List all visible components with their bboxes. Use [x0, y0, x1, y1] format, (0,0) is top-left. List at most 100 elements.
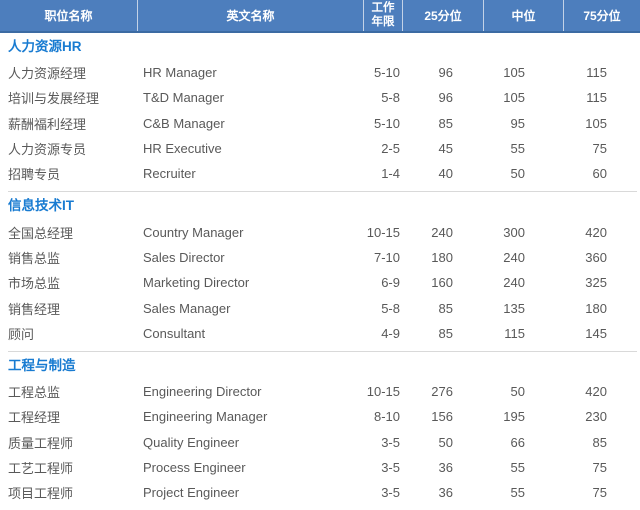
cell-position-en: C&B Manager	[143, 115, 225, 131]
cell-p50: 66	[510, 434, 525, 450]
cell-years: 1-4	[381, 166, 400, 182]
cell-position-cn: 薪酬福利经理	[8, 116, 87, 132]
table-row: 薪酬福利经理 C&B Manager 5-10 85 95 105	[0, 111, 640, 136]
column-header-p50: 中位	[483, 0, 563, 31]
section-separator	[8, 350, 637, 352]
cell-p50: 105	[503, 90, 525, 106]
table-section-2: 信息技术IT 全国总经理 Country Manager 10-15 240 300 420…	[0, 192, 640, 352]
cell-years: 10-15	[366, 224, 400, 240]
column-header-position-cn: 职位名称	[44, 9, 93, 23]
table-row: 培训与发展经理 T&D Manager 5-8 96 105 115	[0, 85, 640, 110]
cell-p25: 36	[438, 460, 453, 475]
table-row: 销售总监 Sales Director 7-10 180 240 360	[0, 245, 640, 270]
cell-years: 8-10	[373, 409, 400, 425]
cell-position-en: Project Engineer	[143, 485, 240, 501]
cell-p50: 240	[503, 249, 525, 265]
cell-position-en: Country Manager	[143, 224, 244, 240]
cell-p50: 95	[510, 115, 525, 131]
cell-p25: 240	[431, 224, 453, 240]
cell-position-cn: 销售总监	[8, 250, 61, 266]
cell-p50: 240	[503, 275, 525, 291]
cell-years: 5-10	[373, 65, 400, 81]
cell-position-cn: 培训与发展经理	[8, 91, 100, 107]
cell-p25: 36	[438, 485, 453, 501]
section-title: 信息技术IT	[8, 198, 74, 214]
cell-position-en: Engineering Director	[143, 384, 262, 400]
cell-p75: 115	[586, 65, 607, 81]
cell-position-en: Sales Director	[143, 249, 225, 265]
table-row: 顾问 Consultant 4-9 85 115 145	[0, 321, 640, 346]
cell-p50: 195	[503, 409, 525, 425]
cell-position-cn: 人力资源专员	[8, 142, 87, 158]
cell-position-en: Consultant	[143, 325, 206, 341]
cell-position-cn: 工程总监	[8, 385, 61, 401]
section-title: 工程与制造	[8, 357, 76, 373]
cell-p25: 85	[438, 115, 453, 131]
cell-years: 2-5	[381, 141, 400, 157]
cell-p50: 50	[510, 384, 525, 400]
cell-p75: 360	[585, 249, 607, 265]
cell-years: 5-10	[373, 115, 400, 131]
table-row: 工程总监 Engineering Director 10-15 276 50 420	[0, 379, 640, 404]
cell-position-en: HR Executive	[143, 141, 222, 157]
section-title: 人力资源HR	[8, 39, 82, 54]
cell-position-cn: 项目工程师	[8, 486, 74, 502]
column-header-p75: 75分位	[563, 0, 640, 31]
table-row: 质量工程师 Quality Engineer 3-5 50 66 85	[0, 430, 640, 455]
cell-p25: 156	[431, 409, 453, 425]
cell-position-en: Process Engineer	[143, 460, 246, 475]
cell-position-cn: 工程经理	[8, 410, 61, 426]
cell-p25: 96	[438, 90, 453, 106]
cell-p25: 276	[431, 384, 453, 400]
cell-p25: 50	[438, 434, 453, 450]
cell-position-cn: 销售经理	[8, 301, 61, 317]
section-separator	[8, 191, 637, 193]
cell-p50: 105	[503, 65, 525, 81]
cell-p50: 115	[504, 325, 525, 341]
cell-p75: 75	[592, 485, 607, 501]
column-header-p25: 25分位	[402, 0, 483, 31]
cell-p50: 135	[503, 300, 525, 316]
column-header-years: 工作 年限	[363, 0, 402, 31]
cell-years: 5-8	[381, 300, 400, 316]
cell-position-cn: 质量工程师	[8, 435, 74, 451]
cell-p75: 420	[585, 384, 607, 400]
column-header-position-en: 英文名称	[137, 0, 363, 31]
table-header-row: 职位名称 英文名称 工作 年限 25分位 中位 75分位	[0, 0, 640, 33]
table-row: 全国总经理 Country Manager 10-15 240 300 420	[0, 219, 640, 244]
cell-p25: 85	[438, 325, 453, 341]
table-row: 工艺工程师 Process Engineer 3-5 36 55 75	[0, 455, 640, 480]
table-row: 招聘专员 Recruiter 1-4 40 50 60	[0, 161, 640, 186]
cell-p75: 230	[585, 409, 607, 425]
table-section-1: 人力资源HR 人力资源经理 HR Manager 5-10 96 105 115 培训与发展经…	[0, 33, 640, 193]
cell-p50: 55	[510, 460, 525, 475]
cell-years: 5-8	[381, 90, 400, 106]
table-row: 人力资源经理 HR Manager 5-10 96 105 115	[0, 60, 640, 85]
cell-position-cn: 招聘专员	[8, 167, 61, 183]
cell-p75: 60	[592, 166, 607, 182]
cell-p25: 96	[438, 65, 453, 81]
cell-years: 3-5	[381, 434, 400, 450]
cell-years: 3-5	[381, 485, 400, 501]
cell-position-cn: 市场总监	[8, 276, 61, 292]
cell-p75: 75	[592, 460, 607, 475]
cell-p75: 180	[585, 300, 607, 316]
cell-p25: 180	[431, 249, 453, 265]
cell-p25: 45	[438, 141, 453, 157]
table-row: 市场总监 Marketing Director 6-9 160 240 325	[0, 270, 640, 295]
cell-p75: 325	[585, 275, 607, 291]
cell-p50: 50	[510, 166, 525, 182]
cell-position-en: HR Manager	[143, 65, 217, 81]
table-row: 项目工程师 Project Engineer 3-5 36 55 75	[0, 480, 640, 505]
cell-years: 10-15	[366, 384, 400, 400]
cell-p75: 75	[592, 141, 607, 157]
cell-p25: 160	[431, 275, 453, 291]
cell-p75: 145	[585, 325, 607, 341]
cell-p25: 85	[438, 300, 453, 316]
cell-p75: 115	[586, 90, 607, 106]
cell-p50: 300	[503, 224, 525, 240]
cell-years: 6-9	[381, 275, 400, 291]
cell-position-en: Sales Manager	[143, 300, 231, 316]
cell-p50: 55	[510, 485, 525, 501]
